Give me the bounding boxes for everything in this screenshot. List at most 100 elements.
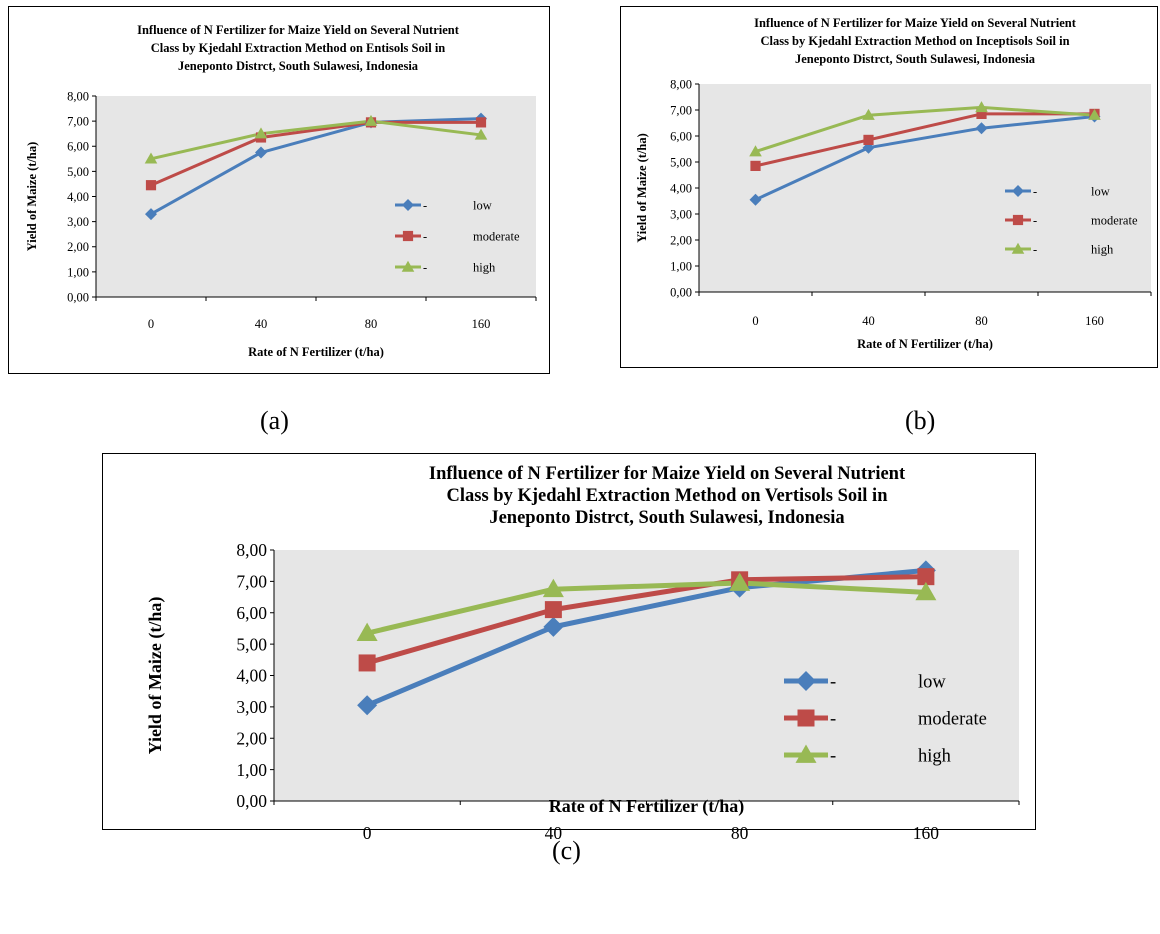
chart-a-legend-label-high: high: [473, 260, 496, 274]
chart-a-y-axis-label: Yield of Maize (t/ha): [25, 142, 39, 252]
chart-b-legend-prefix: -: [1033, 184, 1037, 198]
chart-c-series-line-moderate: [366, 574, 926, 666]
chart-b-legend-prefix: -: [1033, 242, 1037, 256]
chart-c-y-axis-label: Yield of Maize (t/ha): [145, 597, 166, 755]
chart-b-legend-marker-moderate: [1012, 214, 1024, 226]
chart-b-point-moderate: [976, 108, 987, 119]
chart-a-point-high: [474, 128, 488, 140]
chart-c-legend-marker-low: [796, 671, 816, 691]
chart-b-x-tick-label: 80: [975, 314, 988, 328]
chart-a-legend-prefix: -: [423, 229, 427, 243]
chart-c-legend-label-moderate: moderate: [918, 709, 987, 729]
chart-c-x-tick-label: 40: [545, 823, 563, 843]
chart-c-title-line: Class by Kjedahl Extraction Method on Ve…: [447, 486, 889, 506]
chart-a-series-line-high: [150, 119, 482, 161]
chart-c-y-tick-label: 5,00: [236, 634, 267, 654]
chart-c-point-high: [356, 622, 378, 642]
chart-c-x-axis-label: Rate of N Fertilizer (t/ha): [549, 796, 745, 817]
chart-a-series-line-low: [150, 117, 482, 216]
caption-a: (a): [260, 406, 289, 435]
chart-c-y-tick-label: 6,00: [236, 603, 267, 623]
chart-a-point-high: [144, 152, 158, 164]
chart-a-series-line-moderate: [150, 120, 481, 187]
chart-a-y-tick-label: 8,00: [67, 89, 89, 103]
chart-a-y-tick-label: 5,00: [67, 165, 89, 179]
chart-a-y-tick-label: 7,00: [67, 115, 89, 129]
chart-a-title-line: Class by Kjedahl Extraction Method on En…: [151, 41, 446, 55]
chart-a-y-tick-label: 1,00: [67, 265, 89, 279]
chart-a-legend-prefix: -: [423, 260, 427, 274]
caption-c: (c): [552, 836, 581, 865]
chart-a-x-tick-label: 0: [148, 317, 154, 331]
chart-c-legend-prefix: -: [830, 672, 836, 692]
chart-b-point-high: [749, 145, 762, 157]
chart-a-x-axis-label: Rate of N Fertilizer (t/ha): [248, 345, 384, 359]
chart-a-point-moderate: [475, 117, 487, 128]
chart-b-y-tick-label: 4,00: [670, 181, 692, 195]
chart-a-title-line: Jeneponto Distrct, South Sulawesi, Indon…: [178, 59, 419, 73]
chart-c-y-tick-label: 7,00: [236, 572, 267, 592]
chart-c-legend-label-high: high: [918, 746, 951, 766]
chart-c-y-tick-label: 2,00: [236, 728, 267, 748]
chart-b-y-tick-label: 2,00: [670, 233, 692, 247]
chart-a-x-tick-label: 160: [472, 317, 491, 331]
chart-b-series-line-high: [755, 105, 1095, 154]
caption-b: (b): [905, 406, 936, 435]
chart-b-y-tick-label: 7,00: [670, 103, 692, 117]
chart-b-title-line: Jeneponto Distrct, South Sulawesi, Indon…: [795, 52, 1036, 66]
chart-b-y-axis-label: Yield of Maize (t/ha): [635, 133, 649, 243]
chart-c-point-moderate: [917, 568, 935, 586]
chart-c: Influence of N Fertilizer for Maize Yiel…: [145, 464, 1020, 843]
chart-c-point-moderate: [358, 654, 376, 672]
chart-a-point-high: [254, 127, 268, 139]
chart-c-point-high: [542, 578, 564, 598]
chart-c-y-tick-label: 3,00: [236, 697, 267, 717]
chart-a-x-tick-label: 80: [365, 317, 378, 331]
chart-b-title-line: Influence of N Fertilizer for Maize Yiel…: [754, 16, 1077, 30]
chart-a-frame: Influence of N Fertilizer for Maize Yiel…: [8, 6, 550, 374]
chart-a-title-line: Influence of N Fertilizer for Maize Yiel…: [137, 23, 460, 37]
chart-a-legend-prefix: -: [423, 198, 427, 212]
chart-b-point-low: [975, 122, 988, 135]
chart-b-y-tick-label: 5,00: [670, 155, 692, 169]
chart-b-y-tick-label: 3,00: [670, 207, 692, 221]
chart-b-point-high: [975, 101, 988, 113]
chart-c-legend-marker-high: [795, 744, 817, 763]
chart-b-frame: Influence of N Fertilizer for Maize Yiel…: [620, 6, 1158, 368]
chart-a: Influence of N Fertilizer for Maize Yiel…: [25, 23, 537, 359]
chart-c-y-tick-label: 0,00: [236, 791, 267, 811]
chart-a-y-tick-label: 4,00: [67, 190, 89, 204]
chart-c-legend-marker-moderate: [797, 709, 815, 727]
chart-a-legend-label-low: low: [473, 198, 492, 212]
chart-b-y-tick-label: 8,00: [670, 77, 692, 91]
chart-b-legend-label-low: low: [1091, 184, 1110, 198]
chart-b-series-line-moderate: [755, 112, 1095, 168]
chart-c-legend-prefix: -: [830, 746, 836, 766]
chart-a-point-low: [255, 146, 267, 159]
chart-b-legend-marker-high: [1011, 242, 1025, 254]
chart-b-title-line: Class by Kjedahl Extraction Method on In…: [760, 34, 1069, 48]
chart-c-x-tick-label: 80: [731, 823, 749, 843]
chart-c-legend-prefix: -: [830, 709, 836, 729]
chart-c-title-line: Jeneponto Distrct, South Sulawesi, Indon…: [489, 508, 844, 528]
chart-a-y-tick-label: 0,00: [67, 290, 89, 304]
chart-a-point-moderate: [145, 180, 157, 191]
chart-b-x-tick-label: 0: [752, 314, 758, 328]
chart-c-y-tick-label: 1,00: [236, 760, 267, 780]
chart-a-legend-marker-moderate: [402, 230, 414, 242]
chart-a-legend-marker-low: [402, 199, 414, 211]
chart-a-point-low: [145, 208, 157, 221]
chart-a-x-tick-label: 40: [255, 317, 268, 331]
chart-b-x-axis-label: Rate of N Fertilizer (t/ha): [857, 337, 993, 351]
chart-b-point-high: [862, 108, 875, 120]
chart-b-x-tick-label: 40: [862, 314, 875, 328]
chart-b-point-high: [1088, 108, 1101, 120]
chart-c-point-high: [915, 581, 937, 601]
chart-c-x-tick-label: 0: [363, 823, 372, 843]
chart-a-point-high: [364, 114, 378, 126]
chart-c-title-line: Influence of N Fertilizer for Maize Yiel…: [429, 464, 906, 484]
chart-b-point-low: [749, 193, 762, 206]
chart-b-legend-prefix: -: [1033, 213, 1037, 227]
chart-b-legend-label-high: high: [1091, 242, 1114, 256]
chart-c-point-moderate: [544, 601, 562, 619]
